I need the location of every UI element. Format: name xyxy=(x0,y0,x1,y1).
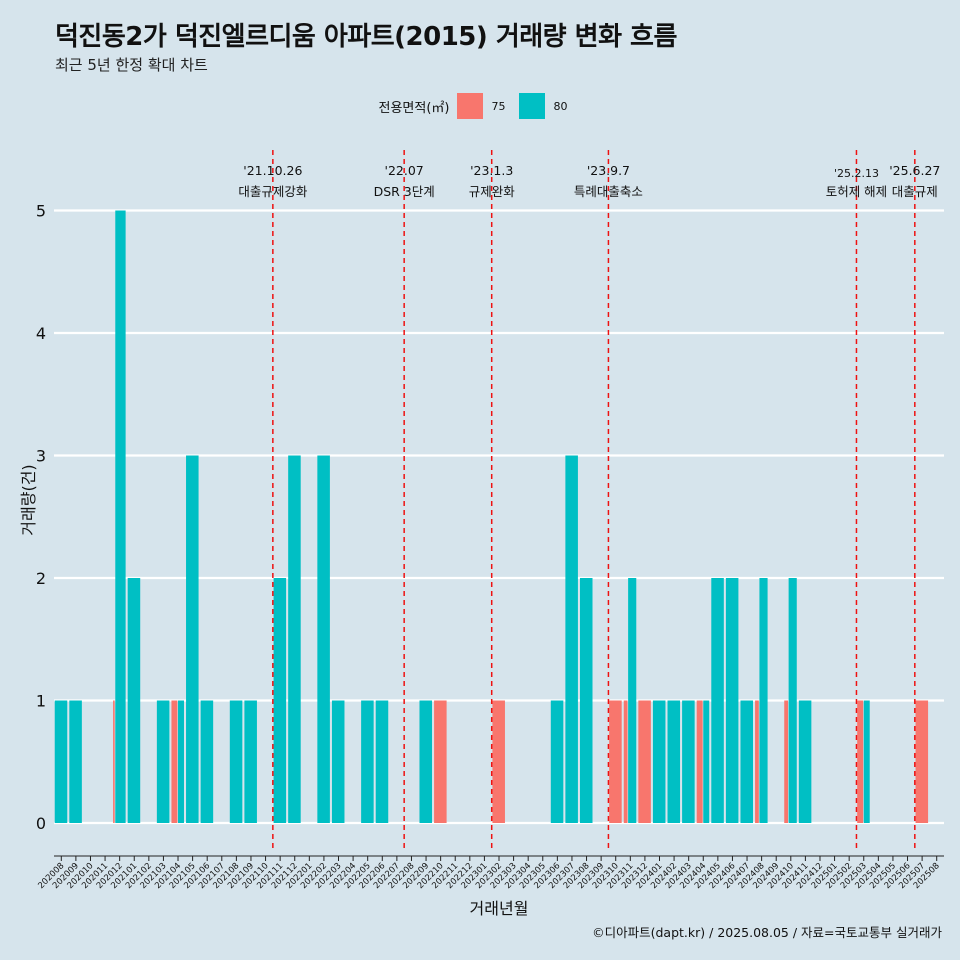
bar-75 xyxy=(609,700,622,823)
bar-80 xyxy=(863,700,870,823)
bar-75 xyxy=(492,700,505,823)
bar-75 xyxy=(638,700,651,823)
bar-80 xyxy=(565,455,578,823)
y-tick-label: 3 xyxy=(36,447,46,466)
source-caption: ©디아파트(dapt.kr) / 2025.08.05 / 자료=국토교통부 실… xyxy=(592,925,942,940)
bar-80 xyxy=(288,455,301,823)
bar-75 xyxy=(696,700,703,823)
bar-80 xyxy=(115,210,126,823)
event-date-label: '23.9.7 xyxy=(587,163,630,178)
legend-label-75: 75 xyxy=(491,99,506,113)
event-text-label: 대출규제강화 xyxy=(238,184,308,199)
bar-80 xyxy=(69,700,82,823)
bar-80 xyxy=(711,578,724,823)
bar-80 xyxy=(667,700,681,823)
bar-80 xyxy=(178,700,184,823)
event-date-label: '23.1.3 xyxy=(470,163,513,178)
bar-80 xyxy=(798,700,812,823)
bar-80 xyxy=(375,700,389,823)
y-tick-label: 1 xyxy=(36,692,46,711)
bar-75 xyxy=(755,700,759,823)
chart-subtitle: 최근 5년 한정 확대 차트 xyxy=(55,56,208,74)
bar-75 xyxy=(113,700,115,823)
bar-80 xyxy=(682,700,695,823)
bar-80 xyxy=(331,700,345,823)
event-date-label: '25.2.13 xyxy=(834,167,879,180)
event-text-label: 특례대출축소 xyxy=(574,184,643,199)
y-tick-label: 5 xyxy=(36,202,46,221)
legend-swatch-75 xyxy=(457,93,484,119)
bar-80 xyxy=(200,700,214,823)
bar-80 xyxy=(788,578,797,823)
bar-80 xyxy=(361,700,374,823)
bar-75 xyxy=(171,700,178,823)
y-tick-label: 2 xyxy=(36,569,46,588)
chart-title: 덕진동2가 덕진엘르디움 아파트(2015) 거래량 변화 흐름 xyxy=(55,22,677,52)
legend-swatch-80 xyxy=(519,93,546,119)
legend: 전용면적(㎡) 75 80 xyxy=(0,93,960,119)
bar-80 xyxy=(740,700,753,823)
bar-80 xyxy=(725,578,739,823)
legend-item-75: 75 xyxy=(457,93,513,119)
legend-title: 전용면적(㎡) xyxy=(378,100,450,116)
legend-label-80: 80 xyxy=(553,99,568,113)
bar-75 xyxy=(434,700,447,823)
bar-75 xyxy=(623,700,628,823)
y-tick-label: 4 xyxy=(36,324,46,343)
bar-80 xyxy=(156,700,170,823)
bar-80 xyxy=(186,455,199,823)
bar-80 xyxy=(703,700,710,823)
bar-75 xyxy=(857,700,864,823)
bar-80 xyxy=(419,700,433,823)
bar-80 xyxy=(273,578,287,823)
bar-80 xyxy=(54,700,68,823)
bar-80 xyxy=(317,455,330,823)
event-date-label: '25.6.27 xyxy=(889,163,940,178)
bar-80 xyxy=(127,578,141,823)
event-text-label: 토허제 해제 xyxy=(826,184,887,199)
y-axis-title: 거래량(건) xyxy=(19,464,38,535)
bar-80 xyxy=(628,578,637,823)
y-tick-label: 0 xyxy=(36,814,46,833)
bar-80 xyxy=(579,578,593,823)
event-text-label: 대출규제 xyxy=(892,184,938,199)
bar-75 xyxy=(784,700,789,823)
event-date-label: '22.07 xyxy=(385,163,424,178)
bar-80 xyxy=(229,700,243,823)
event-date-label: '21.10.26 xyxy=(243,163,302,178)
bar-80 xyxy=(652,700,666,823)
event-text-label: 규제완화 xyxy=(469,184,516,199)
event-text-label: DSR 3단계 xyxy=(374,184,435,199)
bar-80 xyxy=(244,700,257,823)
x-axis-title: 거래년월 xyxy=(470,899,529,918)
bar-80 xyxy=(759,578,768,823)
legend-item-80: 80 xyxy=(519,93,575,119)
bar-75 xyxy=(915,700,929,823)
bar-80 xyxy=(550,700,564,823)
